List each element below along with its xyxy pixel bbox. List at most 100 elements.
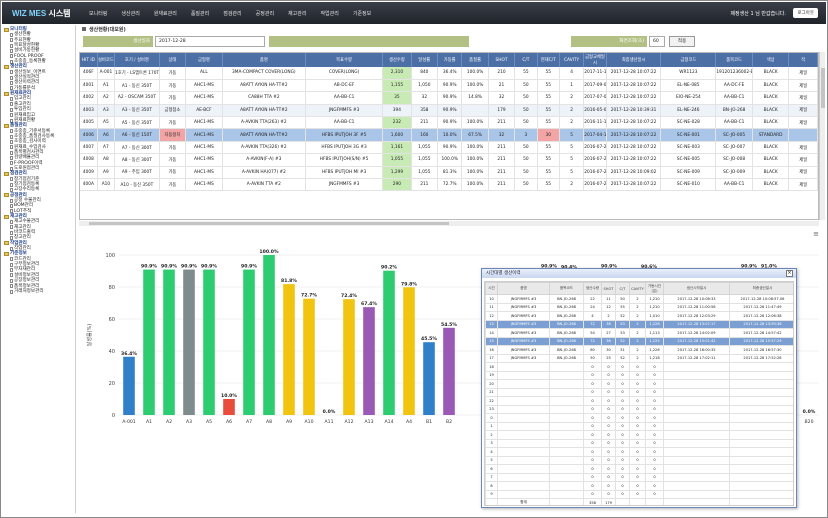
table-horizontal-scrollbar[interactable]	[79, 221, 819, 226]
sidebar-item[interactable]: 거래처정보관리	[4, 289, 73, 294]
refresh-seconds-input[interactable]: 60	[649, 36, 665, 47]
sidebar-item[interactable]: 가동률분석	[4, 86, 73, 91]
table-row[interactable]: 4001 A1 A1 - 동신 350T 가동 AHC1-MS A8ATT AYKIN H…	[80, 79, 818, 93]
column-header[interactable]: 달성률	[411, 53, 439, 67]
column-header[interactable]: 목표수량	[305, 53, 384, 67]
sidebar-group[interactable]: 공정관리	[4, 193, 73, 198]
sidebar-group[interactable]: 품질관리	[4, 123, 73, 128]
sidebar-item[interactable]: 원재료현황	[4, 118, 73, 123]
column-header[interactable]: CAVITY	[559, 53, 585, 67]
bar[interactable]	[263, 255, 275, 415]
sidebar-item[interactable]: 설비정보관리	[4, 273, 73, 278]
popup-row[interactable]: 14 JNGFMMFS #3 BN-JO-268 54 27 53 2 1,113 2017-1…	[485, 328, 793, 338]
sidebar-item[interactable]: 생산실적관리	[4, 75, 73, 80]
chart-menu-icon[interactable]: ≡	[813, 230, 819, 238]
column-header[interactable]: 품목코드	[715, 53, 753, 67]
bar[interactable]	[223, 399, 235, 415]
popup-row[interactable]: 12 JNGFMMFS #3 BN-JO-268 4 2 52 2 1,010 2017-12-…	[485, 311, 793, 321]
menu-item[interactable]: 공정관리	[255, 10, 275, 17]
column-header[interactable]: 금형교체일시	[583, 53, 607, 67]
sidebar-item[interactable]: 출고관리	[4, 102, 73, 107]
column-header[interactable]: 색상	[752, 53, 790, 67]
popup-row[interactable]: 11 JNGFMMFS #3 BN-JO-268 24 12 55 2 1,210 2017-1…	[485, 302, 793, 312]
popup-column-header[interactable]: 최종생산일시	[729, 282, 793, 295]
table-row[interactable]: 406F A-001 1호기 - LS엠트론 170T 가동 ALL 3MA-COMPAC…	[80, 67, 818, 80]
sidebar-item[interactable]: 코드관리	[4, 257, 73, 262]
sidebar-item[interactable]: 초중종_검사이력	[4, 139, 73, 144]
sidebar-item[interactable]: 설비가동현황	[4, 48, 73, 53]
sidebar-item[interactable]: FOOL PROOF	[4, 54, 73, 59]
popup-column-header[interactable]: 가동시간(분)	[645, 282, 664, 295]
sidebar-item[interactable]: 공장정보관리	[4, 278, 73, 283]
sidebar-item[interactable]: 재고관리	[4, 225, 73, 230]
sidebar-item[interactable]: 생산일보_이면트	[4, 70, 73, 75]
bar[interactable]	[383, 270, 395, 415]
popup-row[interactable]: 20 0 0 0 0 0	[485, 379, 793, 389]
sidebar-item[interactable]: 품목별검사관리	[4, 150, 73, 155]
table-row[interactable]: 4002 A2 A2 - OSCAM 350T 가동 AHC1-MS CA88H TTA …	[80, 91, 818, 105]
bar[interactable]	[163, 269, 175, 415]
column-header[interactable]: 품질률	[461, 53, 489, 67]
column-header[interactable]: 작	[788, 53, 818, 67]
sidebar-item[interactable]: F-PROOF이력	[4, 161, 73, 166]
popup-column-header[interactable]: C/T	[615, 282, 630, 295]
vscroll-thumb[interactable]	[821, 68, 825, 108]
sidebar-item[interactable]: 입고관리	[4, 96, 73, 101]
sidebar-item[interactable]: BOM관리	[4, 203, 73, 208]
bar[interactable]	[143, 269, 155, 415]
hscroll-thumb[interactable]	[89, 222, 449, 225]
table-row[interactable]: 4007 A7 A7 - 동신 300T 가동 AHC1-MS A-AVKIN TTA(3…	[80, 141, 818, 155]
bar[interactable]	[283, 284, 295, 415]
popup-column-header[interactable]: 품명	[497, 282, 550, 295]
menu-item[interactable]: 재고관리	[288, 10, 307, 17]
sidebar-item[interactable]: 생산이력관리	[4, 80, 73, 85]
popup-column-header[interactable]: SHOT	[601, 282, 616, 295]
sidebar-item[interactable]: 고장수리등록	[4, 187, 73, 192]
table-row[interactable]: 4006 A6 A6 - 동신 150T 자동정지 AHC1-MS A8ATT AYKIN…	[80, 128, 818, 142]
bar[interactable]	[203, 269, 215, 415]
sidebar-group[interactable]: 원재료관리	[4, 91, 73, 96]
logout-button[interactable]: 로그아웃	[793, 8, 818, 18]
bar[interactable]	[443, 327, 455, 415]
column-header[interactable]: HIT ID	[80, 53, 98, 67]
apply-button[interactable]: 적용	[669, 36, 695, 47]
bar[interactable]	[123, 356, 135, 415]
table-row[interactable]: 4005 A5 A5 - 동신 350T 가동 AHC1-MS A-AVKIN TTA(2…	[80, 116, 818, 130]
table-vertical-scrollbar[interactable]	[819, 52, 825, 220]
sidebar-item[interactable]: 정기점검등록	[4, 182, 73, 187]
popup-column-header[interactable]: CAVITY	[629, 282, 646, 295]
sidebar-group[interactable]: 기준정보	[4, 251, 73, 256]
sidebar-item[interactable]: 목표달성현황	[4, 43, 73, 48]
column-header[interactable]: 최종생산일시	[606, 53, 662, 67]
sidebar-item[interactable]: 바코드출력	[4, 230, 73, 235]
sidebar-item[interactable]: 구무정보관리	[4, 262, 73, 267]
sidebar-item[interactable]: 검량배율관리	[4, 155, 73, 160]
popup-row[interactable]: 10 JNGFMMFS #3 BN-JO-268 22 11 50 2 1,210 2017-1…	[485, 294, 793, 304]
sidebar-group[interactable]: 재고관리	[4, 214, 73, 219]
menu-item[interactable]: 점검관리	[223, 10, 242, 17]
column-header[interactable]: 금형코드	[660, 53, 717, 67]
popup-column-header[interactable]: 품목코드	[549, 282, 584, 295]
column-header[interactable]: 금형명	[185, 53, 223, 67]
sidebar-item[interactable]: 재고수불관리	[4, 219, 73, 224]
menu-item[interactable]: 작업관리	[320, 10, 339, 17]
column-header[interactable]: 품명	[222, 53, 306, 67]
popup-row[interactable]: 22 0 0 0 0 0	[485, 396, 793, 406]
column-header[interactable]: 설비코드	[97, 53, 116, 67]
column-header[interactable]: C/T	[514, 53, 538, 67]
sidebar-item[interactable]: 투입관리	[4, 107, 73, 112]
table-row[interactable]: 4008 A8 A8 - 동신 300T 가동 AHC1-MS A-AVKIN(F-A) …	[80, 153, 818, 167]
sidebar-item[interactable]: 초중종_품질검사등록	[4, 134, 73, 139]
column-header[interactable]: 현재C/T	[537, 53, 560, 67]
bar[interactable]	[243, 269, 255, 415]
sidebar-item[interactable]: 생산현황	[4, 32, 73, 37]
table-row[interactable]: 400A A10 A10 - 동신 350T 가동 AHC1-MS A-AVKIN TTA…	[80, 178, 818, 192]
